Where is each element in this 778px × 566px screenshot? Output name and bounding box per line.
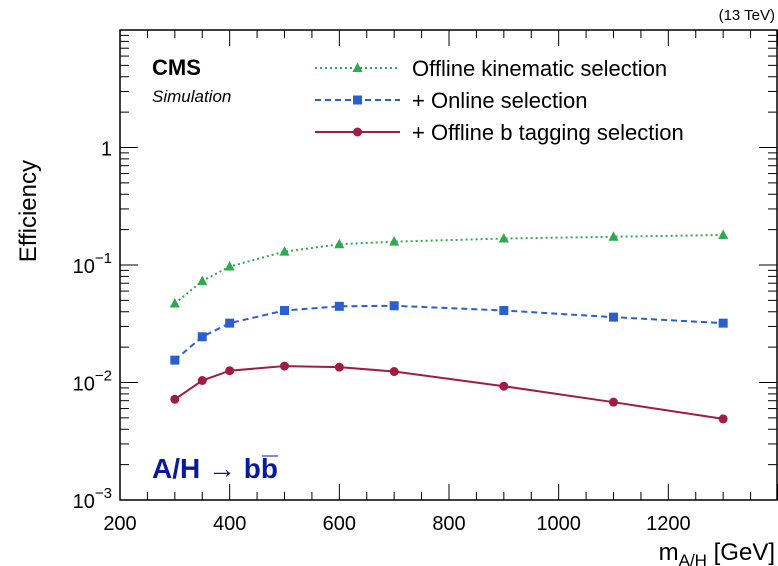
data-point [334,362,344,372]
data-point [499,381,509,391]
x-tick-label: 400 [213,513,246,535]
data-point [334,301,344,311]
legend-label: + Offline b tagging selection [412,120,684,145]
y-axis-title: Efficiency [15,160,42,262]
data-point [279,246,290,256]
legend-label: Offline kinematic selection [412,56,667,81]
data-point [499,305,509,315]
series-line [174,304,724,361]
data-point [280,305,289,315]
y-tick-label: 1 [101,139,112,161]
legend-marker [353,95,362,105]
data-point [170,355,180,365]
data-point [197,375,207,385]
series-line [174,365,724,420]
x-tick-label: 200 [103,513,136,535]
series-line [174,234,724,305]
data-point [334,238,345,249]
data-point [608,231,619,241]
legend-label: + Online selection [412,88,588,113]
x-tick-label: 600 [323,513,356,535]
data-point [224,261,235,271]
x-tick-label: 800 [432,513,465,535]
data-point [609,312,618,322]
series-1 [169,229,729,308]
experiment-label: CMS [152,55,201,80]
data-point [389,301,399,311]
data-point [609,397,618,407]
data-point [389,367,399,377]
process-label: A/H → bb̅ [152,453,278,484]
series-2 [170,301,728,365]
x-tick-label: 1000 [536,513,581,535]
legend-marker [353,127,362,137]
data-point [170,394,180,404]
energy-label: (13 TeV) [719,7,775,24]
y-tick-label: 10−1 [73,250,112,278]
experiment-sublabel: Simulation [152,87,231,106]
data-point [225,318,235,328]
data-point [280,361,289,371]
y-tick-label: 10−2 [73,368,112,396]
data-point [197,332,207,342]
data-point [718,318,728,328]
data-point [169,298,180,308]
data-point [389,236,400,246]
data-point [498,233,509,243]
data-point [197,275,208,286]
x-axis-title: mA/H [GeV] [659,539,775,566]
legend-marker [352,62,363,72]
series-3 [170,361,728,424]
y-tick-label: 10−3 [73,485,112,513]
data-point [718,229,729,240]
x-tick-label: 1200 [646,513,691,535]
data-point [225,366,235,376]
data-point [718,414,728,424]
